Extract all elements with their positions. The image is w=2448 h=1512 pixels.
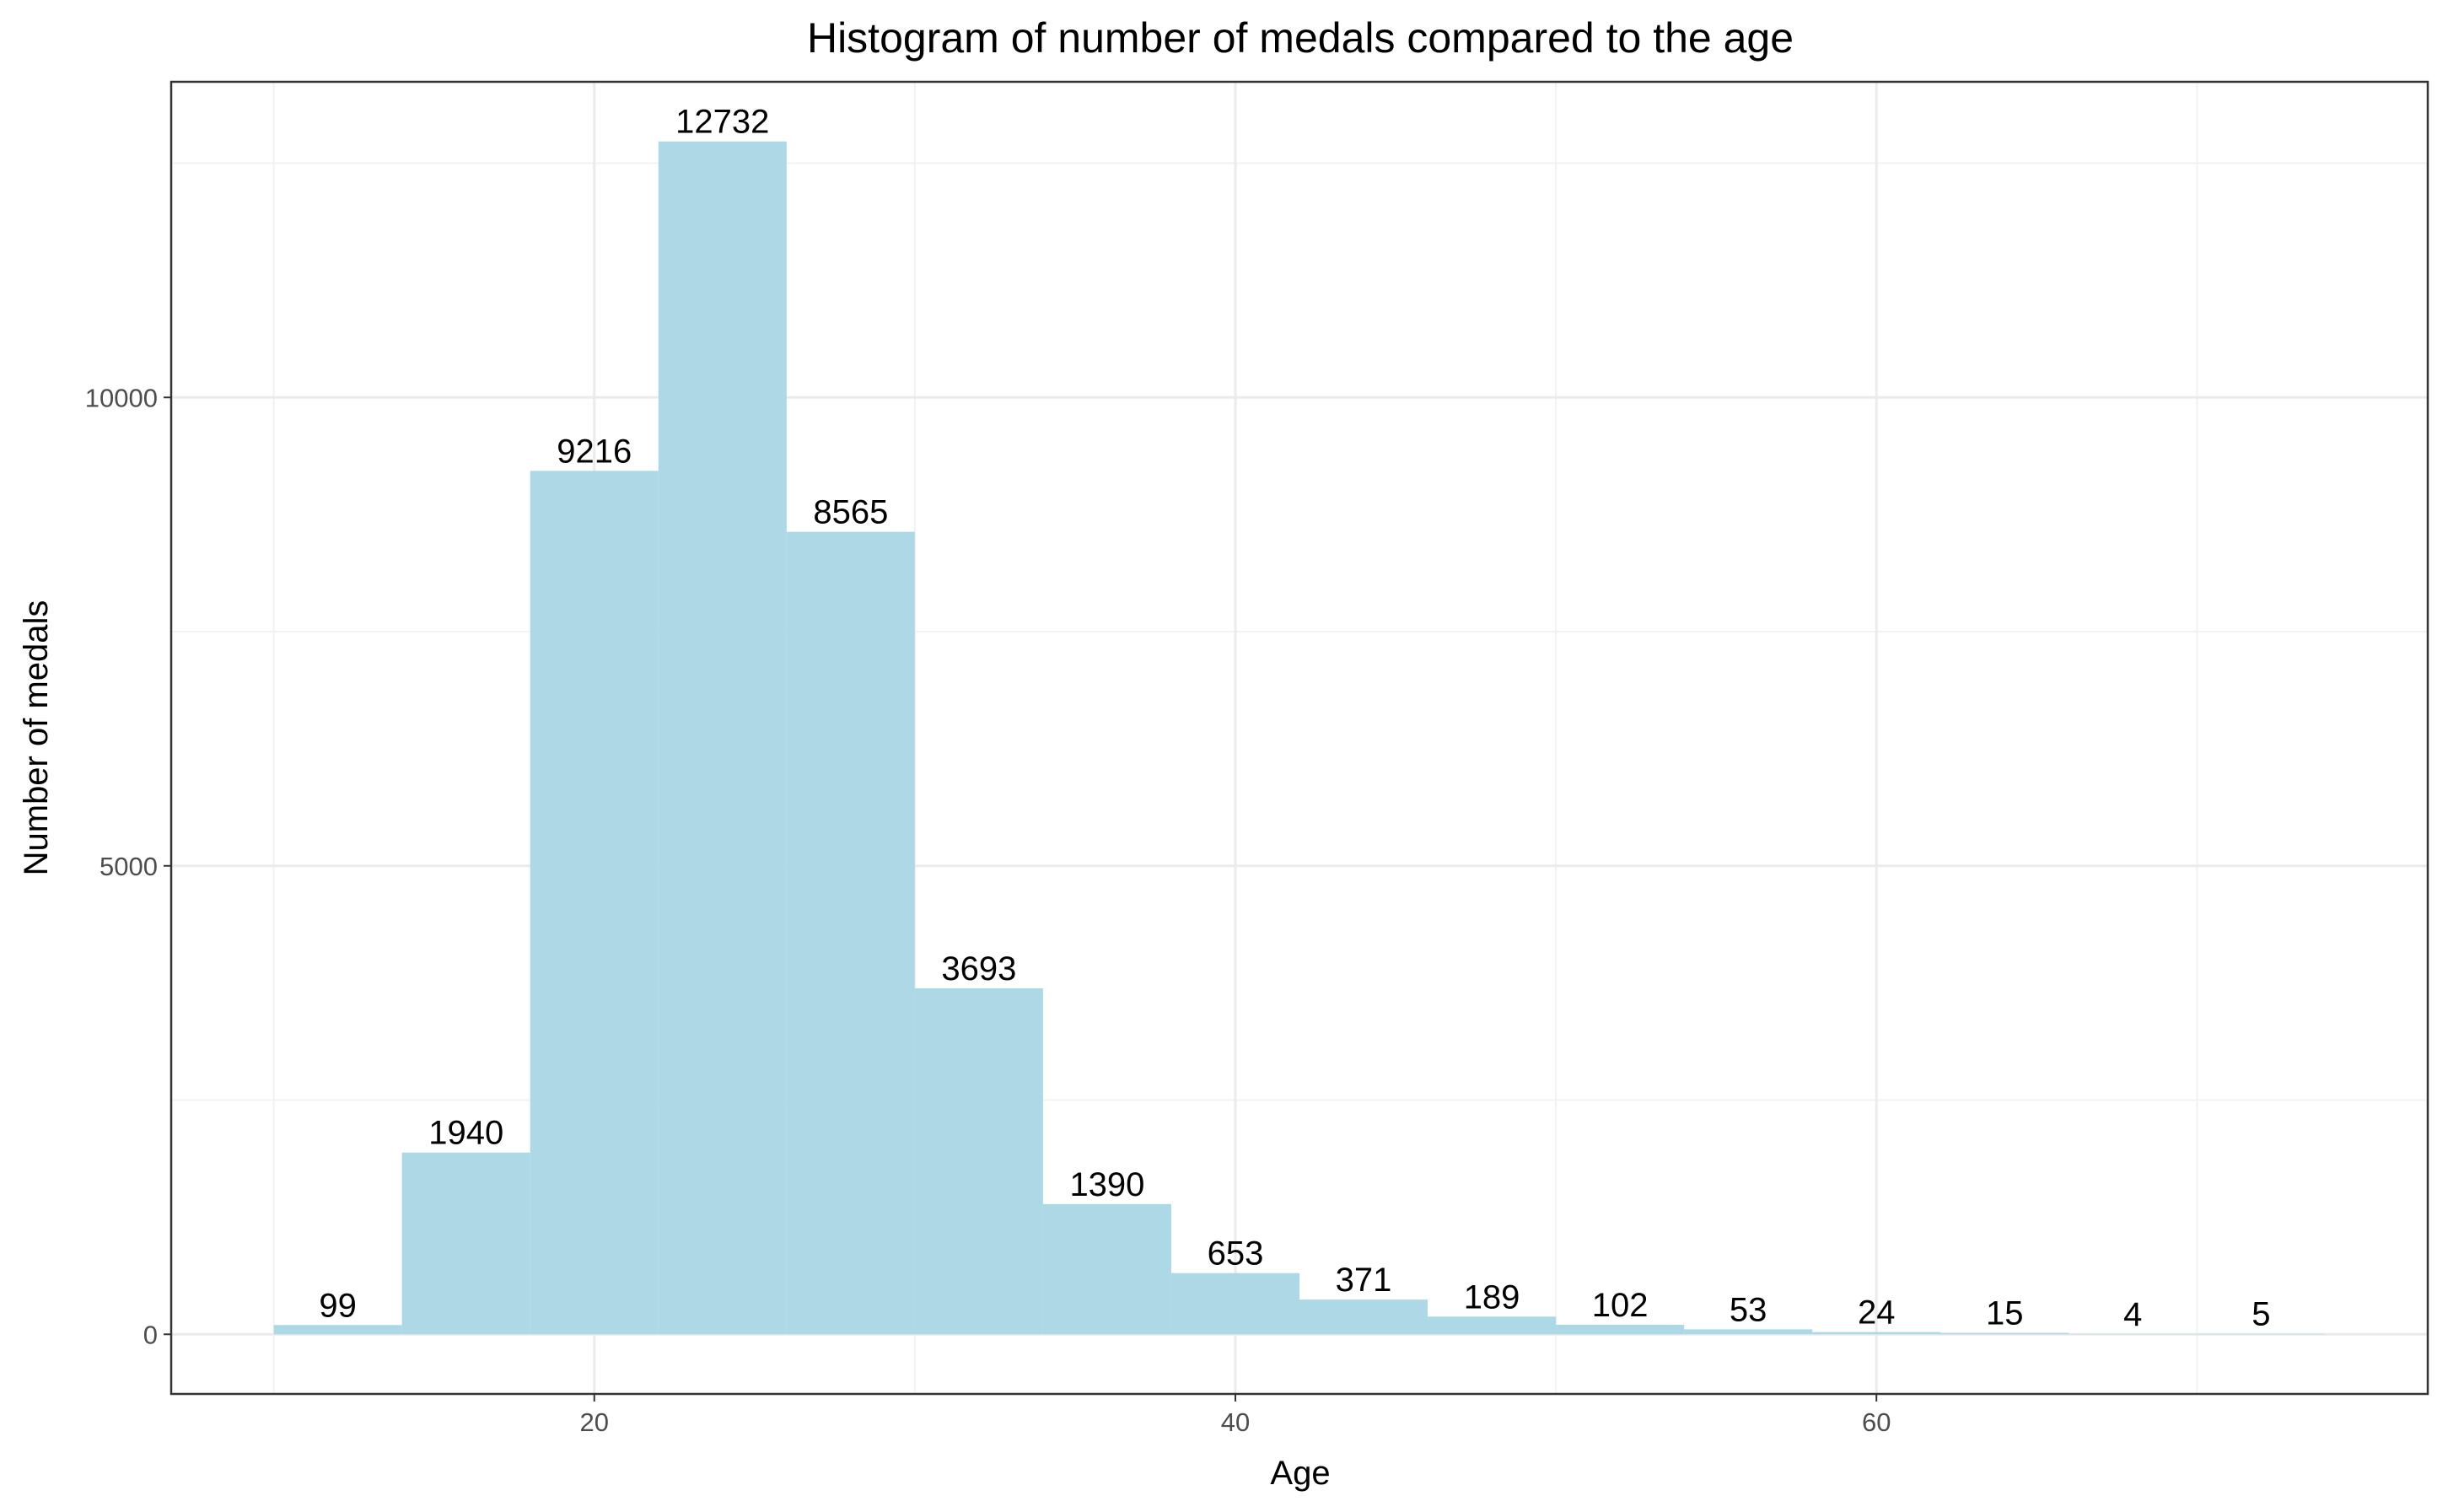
histogram-bar [2197,1333,2326,1335]
histogram-bar [1556,1324,1685,1335]
bar-value-label: 3693 [941,950,1016,987]
histogram-bar [401,1152,530,1335]
x-tick-label: 40 [1221,1407,1250,1437]
histogram-bar [1170,1273,1299,1335]
histogram-bar [914,987,1043,1335]
histogram-bar [273,1325,402,1335]
x-axis: 20 40 60 [580,1394,1891,1437]
bar-value-label: 15 [1986,1295,2024,1332]
histogram-bar [1299,1299,1428,1335]
histogram-bar [1940,1332,2069,1335]
bar-value-label: 9216 [557,433,632,470]
histogram-bar [658,141,787,1335]
bar-value-label: 8565 [813,494,888,531]
histogram-bar [1812,1332,1941,1335]
bar-value-label: 653 [1208,1235,1264,1273]
histogram-bar [1428,1316,1557,1335]
histogram-bar [786,531,915,1335]
x-tick-label: 20 [580,1407,609,1437]
bar-value-label: 189 [1464,1278,1520,1316]
y-tick-label: 5000 [100,852,158,881]
bar-value-label: 99 [319,1287,357,1324]
bar-value-label: 5 [2252,1296,2270,1333]
y-tick-label: 0 [143,1320,158,1349]
histogram-bar [1042,1203,1171,1335]
bar-value-labels: 99 1940 9216 12732 8565 3693 1390 653 371 189 102 5… [319,104,2270,1333]
y-tick-label: 10000 [85,383,158,412]
bar-value-label: 1390 [1069,1166,1144,1203]
bar-value-label: 24 [1858,1294,1896,1332]
panel-border [169,80,2429,1396]
x-axis-title: Age [1270,1455,1330,1492]
bar-value-label: 12732 [675,104,769,141]
bar-value-label: 53 [1730,1291,1767,1328]
bar-value-label: 102 [1592,1287,1649,1324]
bar-value-label: 371 [1336,1262,1392,1299]
bar-value-label: 4 [2123,1296,2142,1333]
bar-value-label: 1940 [428,1115,503,1152]
x-tick-label: 60 [1862,1407,1891,1437]
histogram-bar [1684,1329,1813,1335]
y-axis-title: Number of medals [18,600,55,876]
plot-panel: 99 1940 9216 12732 8565 3693 1390 653 371 189 102 5… [169,80,2429,1396]
chart-title: Histogram of number of medals compared t… [807,14,1794,62]
histogram-bars [273,141,2326,1335]
histogram-bar [530,471,659,1335]
y-axis: 0 5000 10000 [85,383,171,1349]
